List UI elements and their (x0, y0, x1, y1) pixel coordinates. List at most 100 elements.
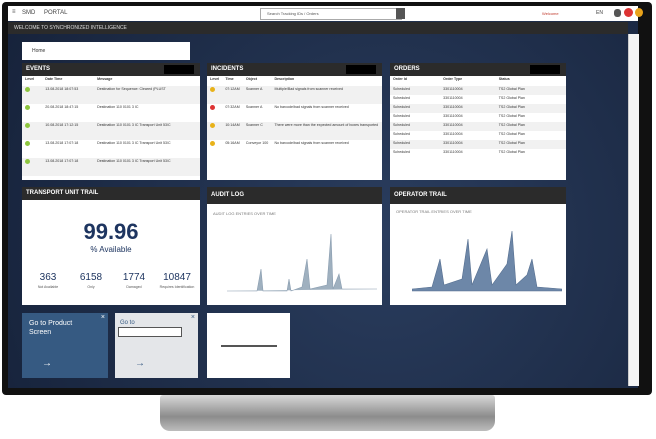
cell: TS2 Global Plan (498, 141, 525, 145)
operator-title: OPERATOR TRAIL (390, 187, 566, 204)
column-header: Description (274, 77, 295, 81)
column-header: Order Id (393, 77, 407, 81)
level-cell (22, 140, 42, 158)
menu-icon[interactable]: ≡ (12, 9, 16, 15)
level-icon (210, 87, 215, 92)
level-cell (207, 104, 222, 122)
row: 20.08.2018 18:47:15 Destination 110 0101 … (22, 104, 200, 122)
row: Scheduled 3301110004 TS2 Global Plan (390, 140, 566, 149)
cell: Scheduled (393, 105, 410, 109)
side-tabs[interactable] (628, 34, 639, 386)
header-row: Order Id Order Type Status (390, 76, 566, 86)
line (221, 345, 277, 347)
row: 07:32AM Scanner A No barcode/bad signals f… (207, 104, 382, 122)
incidents-panel: INCIDENTS Level Time Object Description 07:12… (207, 63, 382, 180)
notify-icon[interactable] (635, 8, 643, 17)
cell: Scheduled (393, 96, 410, 100)
cell: TS2 Global Plan (498, 114, 525, 118)
audit-chart (227, 233, 377, 292)
level-cell (207, 140, 222, 158)
cell: 3301110004 (443, 123, 463, 127)
panel-header: TRANSPORT UNIT TRAIL (22, 187, 200, 200)
tile-input (118, 327, 182, 337)
close[interactable]: × (100, 314, 105, 321)
audit-panel: AUDIT LOG ENTRIES OVER TIME (207, 204, 382, 305)
cell: Scheduled (393, 114, 410, 118)
stat-label: Not Available (37, 285, 59, 289)
cell: 13.08.2018 18:07:53 (45, 87, 79, 91)
alert-icon[interactable] (624, 8, 633, 17)
cell: Scheduled (393, 150, 410, 154)
panel-subtitle: AUDIT LOG ENTRIES OVER TIME (213, 211, 276, 216)
cell: No barcode/bad signals from scanner rece… (274, 105, 349, 109)
column-header: Time (225, 77, 234, 81)
panel-header: ORDERS (390, 63, 566, 76)
row: 13.08.2018 18:07:53 Destination for Seque… (22, 86, 200, 104)
goto-tile[interactable]: Go to → × (115, 313, 198, 378)
cell: Conveyor 100 (245, 141, 269, 145)
level-icon (210, 123, 215, 128)
stand (160, 395, 495, 431)
row: Scheduled 3301110004 TS2 Global Plan (390, 95, 566, 104)
cell: 3301110004 (443, 114, 463, 118)
column-header: Order Type (443, 77, 463, 81)
column-header: Object (245, 77, 258, 81)
cell: No barcode/bad signals from scanner rece… (274, 141, 349, 145)
row: Scheduled 3301110004 TS2 Global Plan (390, 149, 566, 158)
row: 10:14AM Scanner C There were more than the… (207, 122, 382, 140)
cell: Scheduled (393, 132, 410, 136)
cell: TS2 Global Plan (498, 123, 525, 127)
cell: Destination 110 0101 3 IC Transport Unit… (97, 123, 171, 127)
brand: SMD (22, 10, 36, 16)
cell: Scheduled (393, 141, 410, 145)
stat-value: 363 (39, 272, 57, 283)
panel-title: TRANSPORT UNIT TRAIL (26, 190, 99, 196)
cell: 07:12AM (225, 87, 240, 91)
arrow: → (42, 358, 52, 369)
cell: TS2 Global Plan (498, 96, 525, 100)
audit-title: AUDIT LOG (207, 187, 382, 204)
cell: Destination 110 0101 3 IC (97, 105, 139, 109)
arrow: → (135, 358, 145, 369)
cell: Scheduled (393, 123, 410, 127)
home-field[interactable]: Home (22, 42, 190, 60)
panel-title: INCIDENTS (211, 66, 244, 72)
cell: 20.08.2018 18:47:15 (45, 105, 79, 109)
user-greeting: Welcome (542, 11, 559, 16)
orders-panel: ORDERS Order Id Order Type Status Scheduled 3… (390, 63, 566, 180)
stat-value: 10847 (163, 272, 191, 283)
panel-header: EVENTS (22, 63, 200, 76)
cell: Destination for Sequence: Cleared (PLUST (97, 87, 166, 91)
row: 13.08.2018 17:07:18 Destination 110 0101 … (22, 140, 200, 158)
language[interactable]: EN (596, 10, 603, 16)
close[interactable]: × (190, 314, 195, 321)
column-header: Level (210, 77, 220, 81)
cell: Destination 110 0101 3 IC Transport Unit… (97, 159, 171, 163)
search-box[interactable]: Search Tracking IDs / Orders (260, 8, 402, 20)
level-cell (22, 158, 42, 176)
cell: 3301110004 (443, 87, 463, 91)
stat-label: Only (87, 285, 95, 289)
transport-panel: TRANSPORT UNIT TRAIL 99.96 % Available 3… (22, 187, 200, 305)
search-button[interactable] (396, 8, 405, 19)
user-icon[interactable] (614, 9, 621, 17)
stat-value: 1774 (122, 272, 146, 283)
availability-label: % Available (90, 245, 132, 254)
stat-label: Damaged (126, 285, 142, 289)
cell: TS2 Global Plan (498, 87, 525, 91)
top-bar: ≡ SMD PORTAL Search Tracking IDs / Order… (8, 6, 643, 21)
level-cell (207, 122, 222, 140)
cell: Scanner A (245, 87, 263, 91)
cell: Destination 110 0101 3 IC Transport Unit… (97, 141, 171, 145)
row: Scheduled 3301110004 TS2 Global Plan (390, 113, 566, 122)
level-icon (25, 87, 30, 92)
level-cell (22, 122, 42, 140)
cell: TS2 Global Plan (498, 105, 525, 109)
operator-panel: OPERATOR TRAIL ENTRIES OVER TIME (390, 204, 566, 305)
row: 05:16AM Conveyor 100 No barcode/bad signal… (207, 140, 382, 158)
panel-header: INCIDENTS (207, 63, 382, 76)
cell: 10.08.2018 17:12:15 (45, 123, 79, 127)
cell: 10:14AM (225, 123, 240, 127)
row: 07:12AM Scanner A Multiple/Bad signals fro… (207, 86, 382, 104)
product-tile[interactable]: Go to Product Screen → × (22, 313, 108, 378)
